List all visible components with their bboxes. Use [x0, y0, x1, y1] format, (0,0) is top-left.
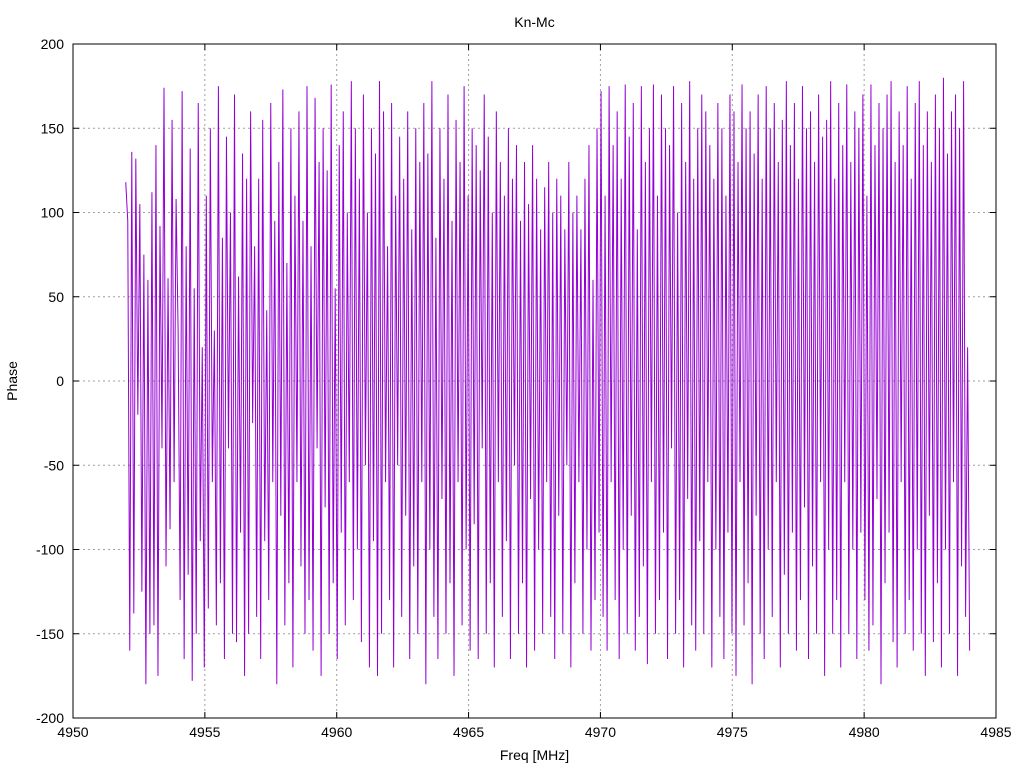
x-tick-label: 4960 — [321, 724, 352, 740]
x-tick-label: 4955 — [189, 724, 220, 740]
x-tick-label: 4965 — [453, 724, 484, 740]
x-tick-label: 4970 — [585, 724, 616, 740]
y-tick-label: 100 — [41, 205, 65, 221]
plot-area — [125, 77, 971, 685]
x-tick-label: 4985 — [980, 724, 1011, 740]
y-tick-label: -200 — [36, 710, 64, 726]
y-tick-label: -150 — [36, 626, 64, 642]
x-tick-label: 4975 — [717, 724, 748, 740]
x-axis-label: Freq [MHz] — [500, 747, 569, 763]
y-tick-label: 150 — [41, 120, 65, 136]
y-tick-label: -100 — [36, 542, 64, 558]
x-tick-label: 4980 — [849, 724, 880, 740]
y-tick-label: 50 — [48, 289, 64, 305]
y-tick-label: 200 — [41, 36, 65, 52]
y-axis-label: Phase — [4, 361, 20, 401]
axis-ticks: 4950 4955 4960 4965 4970 4975 4980 4985 -200 -150… — [36, 36, 1012, 740]
y-tick-label: -50 — [44, 457, 64, 473]
y-tick-label: 0 — [56, 373, 64, 389]
x-tick-label: 4950 — [57, 724, 88, 740]
chart-title: Kn-Mc — [514, 14, 554, 30]
phase-series-line — [125, 77, 971, 685]
